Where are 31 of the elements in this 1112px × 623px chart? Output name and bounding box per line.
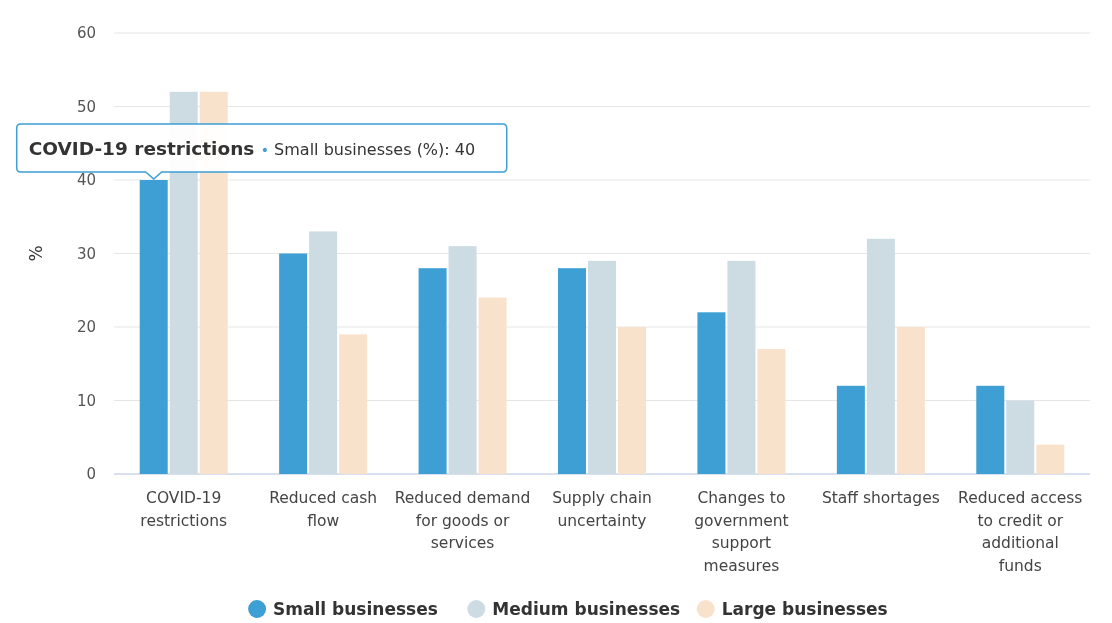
bar: [896, 327, 925, 474]
bar: [618, 327, 646, 474]
x-tick-label: Reduced demand for goods or services: [394, 489, 531, 552]
y-tick-label: 50: [76, 97, 96, 116]
bar: [558, 268, 586, 474]
x-tick-label: Supply chain uncertainty: [552, 489, 652, 530]
x-tick-label: Changes to government support measures: [694, 489, 789, 575]
bar: [757, 349, 786, 474]
y-tick-label: 0: [86, 465, 96, 484]
bar: [1036, 444, 1065, 474]
bar: [697, 312, 726, 474]
bar: [418, 268, 447, 474]
y-tick-label: 20: [76, 318, 96, 337]
bar: [836, 385, 865, 474]
y-axis-title: %: [26, 245, 46, 262]
y-tick-label: 10: [76, 391, 96, 410]
x-tick-label: COVID-19 restrictions: [140, 489, 228, 530]
legend-label: Medium businesses: [492, 599, 681, 619]
x-tick-label: Reduced access to credit or additional funds: [958, 489, 1083, 575]
x-tick-label: Reduced cash flow: [269, 489, 378, 530]
bar: [339, 334, 368, 474]
bar: [478, 297, 507, 474]
legend-label: Small businesses: [273, 599, 438, 619]
x-tick-label: Staff shortages: [821, 489, 940, 507]
annotation: COVID-19 restrictions • Small businesses (%): 40: [28, 138, 476, 159]
y-tick-label: 30: [76, 244, 96, 263]
y-tick-label: 40: [76, 171, 96, 190]
bar: [976, 385, 1005, 474]
y-tick-label: 60: [76, 24, 96, 43]
bar: [279, 253, 308, 474]
legend-label: Large businesses: [721, 599, 888, 619]
